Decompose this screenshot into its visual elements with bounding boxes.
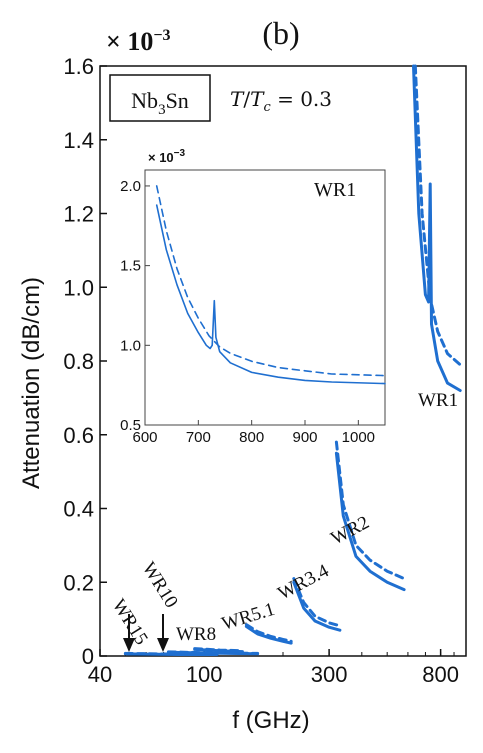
material-box-frame [109, 74, 211, 122]
material-label: Nb3Sn [131, 88, 189, 118]
svg-text:× 10−3: × 10−3 [106, 27, 170, 56]
wr10-dashed-line [166, 650, 260, 655]
x-tick-label: 100 [186, 662, 223, 687]
panel-label: (b) [262, 15, 299, 51]
y-tick-label: 0.2 [63, 570, 94, 595]
inset-y-tick-label: 0.5 [120, 417, 141, 434]
y-multiplier-exp: −3 [153, 27, 170, 44]
inset-x-tick-label: 900 [292, 429, 317, 446]
x-tick-label: 40 [88, 662, 112, 687]
inset-x-tick-label: 600 [132, 429, 157, 446]
y-tick-label: 1.2 [63, 202, 94, 227]
annotations: Nb3Sn T/Tc = 0.3 WR1 WR2 WR3.4 WR5.1 WR8… [108, 74, 458, 652]
inset-solid-line [155, 204, 386, 385]
inset-x-tick-label: 700 [186, 429, 211, 446]
wr3-4-dashed-line [292, 577, 342, 628]
x-tick-label: 300 [311, 662, 348, 687]
temperature-label: T/Tc = 0.3 [230, 87, 332, 115]
wr10-arrow [157, 614, 169, 652]
inset-y-tick-label: 1.0 [120, 337, 141, 354]
y-tick-label: 0 [82, 644, 94, 669]
x-tick-label: 800 [422, 662, 459, 687]
wr5-1-solid-line [244, 625, 293, 645]
wr10-label: WR10 [138, 559, 182, 612]
inset-axes: 600 700 800 900 1000 0.5 1.0 1.5 2.0 [120, 178, 375, 446]
inset-y-tick-label: 1.5 [120, 258, 141, 275]
wr8-label: WR8 [176, 624, 216, 645]
inset-curves [155, 185, 386, 385]
y-tick-label: 0.4 [63, 497, 94, 522]
main-axes: 0 0.2 0.4 0.6 0.8 1.0 1.2 1.4 1.6 40 100 300 800 [63, 54, 467, 687]
wr3-4-label: WR3.4 [274, 560, 332, 604]
wr2-label: WR2 [327, 512, 372, 549]
wr1-label: WR1 [418, 390, 458, 411]
inset-title: WR1 [314, 179, 356, 201]
wr5-1-dashed-line [244, 623, 293, 643]
main-curves [123, 64, 462, 656]
inset-x-tick-label: 1000 [342, 429, 375, 446]
wr3-4-solid-line [292, 580, 342, 632]
y-multiplier-base: × 10 [106, 27, 153, 56]
material-box: Nb3Sn [109, 74, 211, 122]
y-tick-label: 0.6 [63, 423, 94, 448]
inset-y-tick-label: 2.0 [120, 178, 141, 195]
inset-x-tick-label: 800 [239, 429, 264, 446]
wr1-solid-line [412, 64, 462, 392]
inset-dashed-line [155, 185, 386, 377]
inset-y-multiplier: × 10−3 [148, 148, 186, 165]
inset-chart: × 10−3 WR1 600 700 800 900 1000 0.5 1.0 1.5 2.0 [120, 148, 386, 446]
wr8-dashed-line [193, 647, 244, 653]
wr1-dashed-line [413, 64, 462, 367]
y-axis-label: Attenuation (dB/cm) [18, 277, 45, 489]
y-tick-label: 0.8 [63, 349, 94, 374]
x-axis-label: f (GHz) [232, 707, 309, 734]
y-tick-label: 1.6 [63, 54, 94, 79]
y-tick-label: 1.0 [63, 275, 94, 300]
y-multiplier: × 10−3 [106, 27, 170, 56]
y-tick-label: 1.4 [63, 128, 94, 153]
wr2-dashed-line [334, 440, 406, 581]
wr15-arrow [123, 614, 135, 652]
